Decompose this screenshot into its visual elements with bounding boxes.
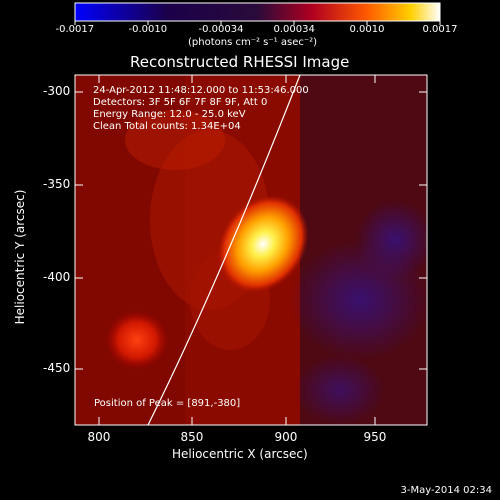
- y-tick-marks: [75, 91, 427, 370]
- peak-position-text: Position of Peak = [891,-380]: [94, 398, 241, 409]
- footer-date: 3-May-2014 02:34: [400, 485, 492, 496]
- x-tick-label: 800: [87, 430, 111, 444]
- info-total-counts: Clean Total counts: 1.34E+04: [93, 121, 241, 132]
- colorbar-tick-label: 0.0010: [349, 24, 385, 35]
- colorbar-ticks: [74, 21, 441, 25]
- y-tick-label: -400: [43, 270, 71, 284]
- y-axis-label: Heliocentric Y (arcsec): [13, 189, 27, 325]
- colorbar-unit: (photons cm⁻² s⁻¹ asec⁻²): [188, 37, 318, 48]
- x-tick-label: 900: [274, 430, 298, 444]
- colorbar-tick-label: 0.0017: [422, 24, 458, 35]
- x-tick-marks: [98, 75, 376, 425]
- colorbar-tick-label: -0.0010: [128, 24, 168, 35]
- y-tick-label: -350: [43, 177, 71, 191]
- x-tick-label: 950: [363, 430, 387, 444]
- rhessi-image: [75, 75, 427, 425]
- x-tick-label: 850: [180, 430, 204, 444]
- info-energy-range: Energy Range: 12.0 - 25.0 keV: [93, 109, 246, 120]
- colorbar: [74, 2, 441, 22]
- solar-limb-line: [147, 75, 301, 425]
- x-axis-label: Heliocentric X (arcsec): [172, 447, 308, 461]
- colorbar-tick-label: 0.00034: [273, 24, 315, 35]
- info-time-range: 24-Apr-2012 11:48:12.000 to 11:53:46.000: [93, 85, 309, 96]
- y-tick-label: -300: [43, 84, 71, 98]
- plot-frame: [74, 74, 428, 426]
- colorbar-tick-label: -0.0017: [55, 24, 95, 35]
- info-detectors: Detectors: 3F 5F 6F 7F 8F 9F, Att 0: [93, 97, 268, 108]
- colorbar-tick-label: -0.00034: [198, 24, 244, 35]
- y-tick-label: -450: [43, 361, 71, 375]
- plot-title: Reconstructed RHESSI Image: [130, 53, 350, 71]
